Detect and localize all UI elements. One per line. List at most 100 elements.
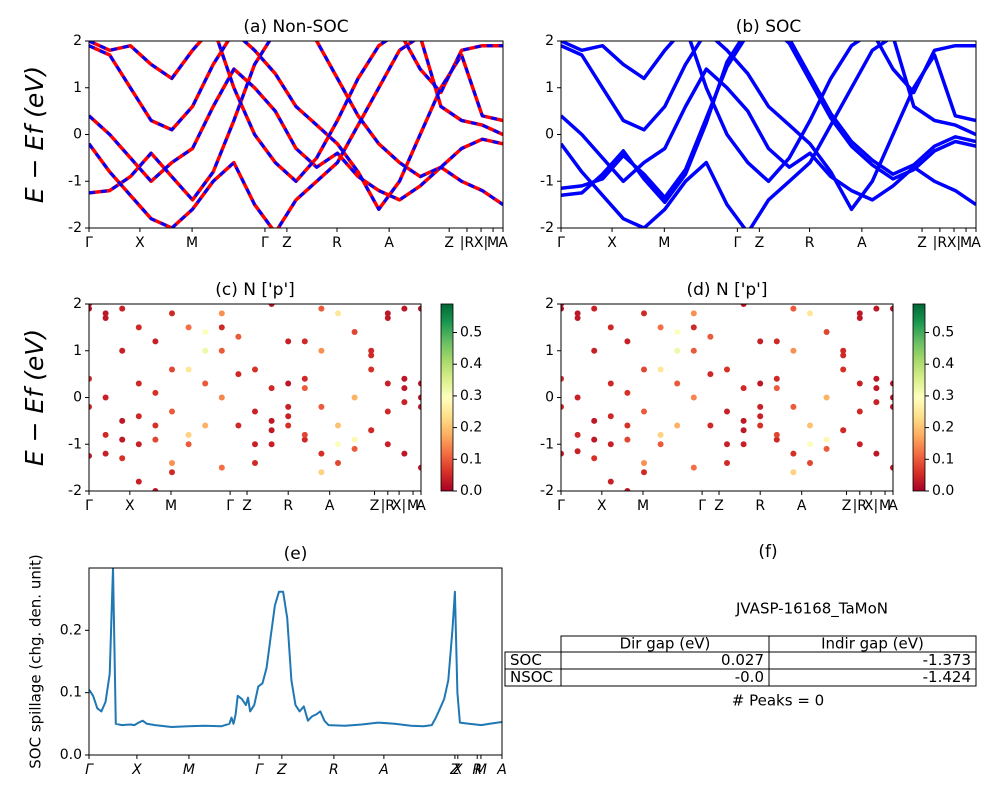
projection-point [824, 296, 830, 302]
projection-point [285, 413, 292, 420]
projection-point [807, 292, 813, 298]
x-tick-label: A [496, 762, 507, 778]
projection-point [318, 469, 325, 476]
plot-area [561, 41, 976, 228]
projection-point [418, 464, 421, 471]
projection-point [218, 324, 225, 331]
table-value: -1.424 [923, 668, 971, 686]
projection-point [185, 366, 192, 373]
projection-point [561, 450, 564, 457]
projection-point [607, 380, 614, 387]
projection-point [873, 385, 880, 392]
projection-point [890, 394, 893, 401]
projection-point [707, 422, 714, 429]
band-line [89, 41, 503, 183]
projection-point [352, 296, 358, 302]
projection-point [169, 366, 175, 373]
x-tick-label: X [597, 498, 607, 514]
colorbar-tick-label: 0.0 [932, 483, 954, 499]
projection-point [152, 488, 159, 491]
projection-point [169, 459, 175, 466]
projection-point [856, 441, 863, 448]
panel-title: (b) SOC [736, 17, 802, 37]
x-tick-label: Γ [557, 235, 565, 251]
colorbar-tick-label: 0.1 [460, 451, 482, 467]
x-tick-label: |R [381, 498, 396, 514]
projection-point [335, 422, 341, 429]
y-tick-label: -1 [68, 436, 82, 452]
projection-point [724, 441, 730, 448]
projection-point [202, 422, 209, 429]
projection-point [757, 422, 764, 429]
projection-point [252, 441, 258, 448]
projection-point [773, 436, 780, 443]
y-tick-label: 2 [73, 33, 82, 49]
projection-point [574, 448, 581, 455]
x-tick-label: Z [276, 762, 287, 778]
projection-point [252, 459, 258, 466]
projection-point [574, 315, 581, 322]
projection-point [773, 375, 780, 382]
projection-point [268, 385, 275, 392]
projection-point [740, 417, 747, 424]
y-tick-label: 1 [545, 80, 554, 96]
plot-area [89, 296, 421, 491]
x-tick-label: Z [444, 235, 454, 251]
x-tick-label: |R [460, 235, 475, 251]
projection-point [561, 305, 564, 312]
band-line [89, 568, 502, 728]
projection-point [823, 436, 830, 443]
plot-area [89, 568, 502, 728]
band-line [561, 41, 976, 205]
projection-point [591, 417, 598, 424]
colorbar-tick-label: 0.2 [932, 420, 954, 436]
axes-frame [560, 303, 894, 492]
projection-point [657, 366, 664, 373]
projection-point [890, 403, 893, 410]
projection-point [690, 347, 697, 354]
table-cell [768, 668, 977, 687]
band-line [561, 67, 976, 207]
y-tick-label: 0.2 [60, 622, 82, 638]
projection-point [368, 427, 375, 434]
x-tick-label: X [135, 235, 145, 251]
projection-point [235, 371, 242, 378]
x-tick-label: Γ [85, 762, 94, 778]
projection-point [384, 441, 391, 448]
projection-point [773, 431, 780, 438]
projection-point [301, 338, 308, 345]
x-tick-label: Z [449, 762, 460, 778]
projection-point [152, 389, 159, 396]
plot-area [561, 292, 893, 491]
x-tick-label: R [755, 498, 765, 514]
y-axis-label: SOC spillage (chg. den. unit) [27, 554, 45, 769]
projection-point [690, 310, 697, 317]
y-tick-label: 2 [545, 33, 554, 49]
projection-point [185, 324, 192, 331]
table-title: JVASP-16168_TaMoN [735, 600, 888, 619]
plot-area [89, 41, 503, 228]
x-tick-label: M [658, 235, 670, 251]
projection-point [674, 329, 681, 336]
projection-point [657, 441, 664, 448]
x-tick-label: M [960, 235, 972, 251]
projection-point [418, 380, 421, 387]
projection-point [335, 441, 341, 448]
projection-point [641, 310, 647, 317]
projection-point [418, 403, 421, 410]
projection-point [607, 478, 614, 485]
band-line [89, 41, 503, 211]
projection-point [119, 417, 126, 424]
projection-point [384, 408, 391, 415]
projection-point [690, 464, 697, 471]
projection-point [724, 366, 730, 373]
projection-point [873, 305, 880, 312]
x-tick-label: X [125, 498, 135, 514]
projection-point [351, 436, 358, 443]
x-tick-label: R [472, 762, 482, 778]
x-tick-label: Γ [226, 498, 234, 514]
x-tick-label: M [879, 498, 891, 514]
row-label: NSOC [510, 668, 553, 686]
x-tick-label: A [971, 235, 981, 251]
